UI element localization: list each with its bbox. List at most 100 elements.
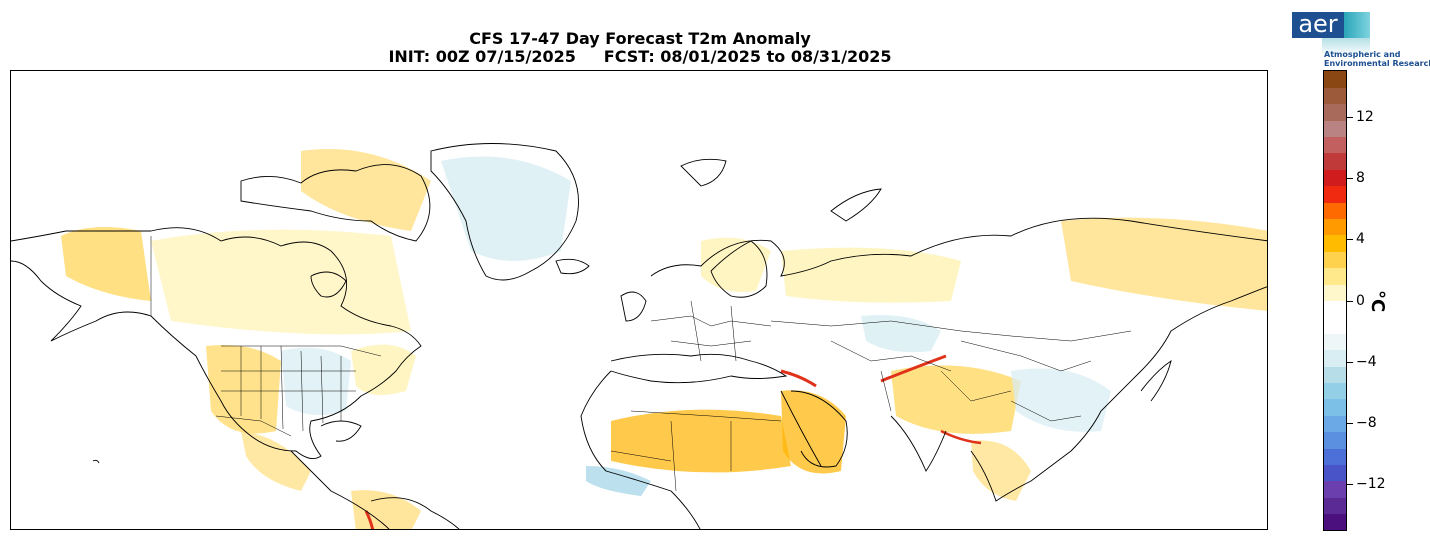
- colorbar-segment: [1324, 251, 1346, 269]
- anomaly-us-west: [206, 345, 281, 434]
- anomaly-scandinavia: [701, 237, 771, 292]
- colorbar-segment: [1324, 448, 1346, 465]
- coast-greenland: [430, 143, 579, 281]
- coast-uk: [620, 291, 647, 322]
- anomaly-hot-streak-tibet: [880, 354, 947, 383]
- coast-red-sea: [780, 390, 822, 467]
- logo-mark: aer: [1292, 12, 1344, 38]
- colorbar-segment: [1324, 284, 1346, 301]
- colorbar-segment: [1324, 103, 1346, 121]
- colorbar-segment: [1324, 234, 1346, 252]
- coast-novaya-zemlya: [830, 188, 882, 222]
- coast-japan: [1140, 359, 1172, 402]
- logo-name-line1: Atmospheric and: [1324, 50, 1401, 59]
- anomaly-greenland: [441, 156, 571, 261]
- anomaly-shading: [61, 149, 1267, 529]
- colorbar-segment: [1324, 513, 1346, 531]
- colorbar-segment: [1324, 316, 1346, 334]
- coast-africa: [580, 370, 701, 529]
- colorbar: [1323, 70, 1347, 531]
- coast-india: [890, 415, 947, 472]
- anomaly-hot-streak-caspian: [780, 369, 817, 388]
- chart-title: CFS 17-47 Day Forecast T2m Anomaly: [469, 29, 811, 48]
- border-russia-south: [770, 320, 1132, 342]
- colorbar-segment: [1324, 382, 1346, 400]
- political-borders: [150, 236, 1132, 492]
- colorbar-segment: [1324, 415, 1346, 433]
- chart-subtitle: INIT: 00Z 07/15/2025 FCST: 08/01/2025 to…: [388, 47, 892, 66]
- colorbar-tick: [1347, 300, 1353, 302]
- anomaly-west-africa-cool: [586, 466, 651, 496]
- logo-gradient: [1344, 12, 1370, 38]
- colorbar-segment: [1324, 185, 1346, 203]
- colorbar-segment: [1324, 497, 1346, 515]
- anomaly-us-east: [351, 344, 416, 395]
- colorbar-segment: [1324, 120, 1346, 138]
- anomaly-central-asia-cool: [861, 315, 941, 353]
- anomaly-canada: [151, 229, 411, 335]
- colorbar-tick: [1347, 422, 1353, 424]
- colorbar-tick-label: −4: [1356, 353, 1377, 370]
- anomaly-russia: [781, 247, 961, 303]
- colorbar-unit: °C: [1367, 290, 1388, 313]
- colorbar-tick-label: 12: [1356, 108, 1374, 125]
- coast-mediterranean: [610, 353, 788, 384]
- anomaly-hot-streak-himalaya: [940, 429, 982, 445]
- colorbar-tick-label: 8: [1356, 170, 1365, 187]
- anomaly-us-central: [281, 347, 351, 415]
- colorbar-tick: [1347, 178, 1353, 180]
- colorbar-tick: [1347, 239, 1353, 241]
- colorbar-segment: [1324, 202, 1346, 220]
- anomaly-hot-streak-andes: [364, 510, 375, 529]
- colorbar-segment: [1324, 218, 1346, 236]
- anomaly-sahara: [611, 409, 791, 473]
- coast-hawaii: [92, 459, 100, 464]
- coast-south-america: [370, 497, 460, 529]
- border-europe: [650, 300, 772, 362]
- colorbar-segment: [1324, 366, 1346, 383]
- border-africa: [610, 410, 782, 492]
- colorbar-segment: [1324, 300, 1346, 318]
- coast-arabia: [790, 390, 848, 468]
- coastlines: [11, 143, 1267, 529]
- anomaly-mexico: [241, 431, 311, 491]
- anomaly-alaska: [61, 227, 151, 301]
- colorbar-tick-label: −8: [1356, 414, 1377, 431]
- colorbar-segment: [1324, 152, 1346, 170]
- colorbar-segment: [1324, 464, 1346, 482]
- anomaly-south-america: [351, 490, 421, 529]
- coast-se-asia: [970, 286, 1267, 502]
- anomaly-arctic-islands: [301, 149, 431, 231]
- coast-gulf-mexico: [320, 420, 362, 442]
- coast-north-america: [11, 227, 422, 460]
- coast-scandinavia: [710, 240, 768, 298]
- colorbar-segment: [1324, 169, 1346, 187]
- anomaly-arabia: [781, 390, 846, 474]
- colorbar-segment: [1324, 87, 1346, 105]
- colorbar-segment: [1324, 71, 1346, 88]
- colorbar-tick-label: −12: [1356, 476, 1386, 493]
- coast-arctic-islands: [240, 164, 431, 242]
- border-us-canada: [221, 345, 382, 357]
- coast-hudson-bay: [310, 271, 347, 298]
- colorbar-segment: [1324, 431, 1346, 449]
- logo-fade: [1322, 38, 1370, 56]
- border-china: [960, 340, 1092, 422]
- colorbar-segment: [1324, 267, 1346, 285]
- colorbar-tick-label: 0: [1356, 292, 1365, 309]
- colorbar-segment: [1324, 349, 1346, 367]
- anomaly-map: [10, 70, 1268, 530]
- colorbar-tick: [1347, 116, 1353, 118]
- border-central-asia: [830, 340, 1012, 412]
- anomaly-china-cool: [1011, 368, 1111, 432]
- colorbar-segment: [1324, 480, 1346, 498]
- colorbar-segment: [1324, 136, 1346, 154]
- logo-name: Atmospheric and Environmental Research: [1324, 50, 1430, 68]
- border-us-mexico: [215, 415, 292, 437]
- coast-svalbard: [680, 158, 727, 187]
- coast-europe: [650, 217, 1267, 277]
- colorbar-tick-label: 4: [1356, 231, 1365, 248]
- coast-iceland: [555, 258, 590, 275]
- anomaly-tibet: [891, 365, 1021, 434]
- colorbar-tick: [1347, 361, 1353, 363]
